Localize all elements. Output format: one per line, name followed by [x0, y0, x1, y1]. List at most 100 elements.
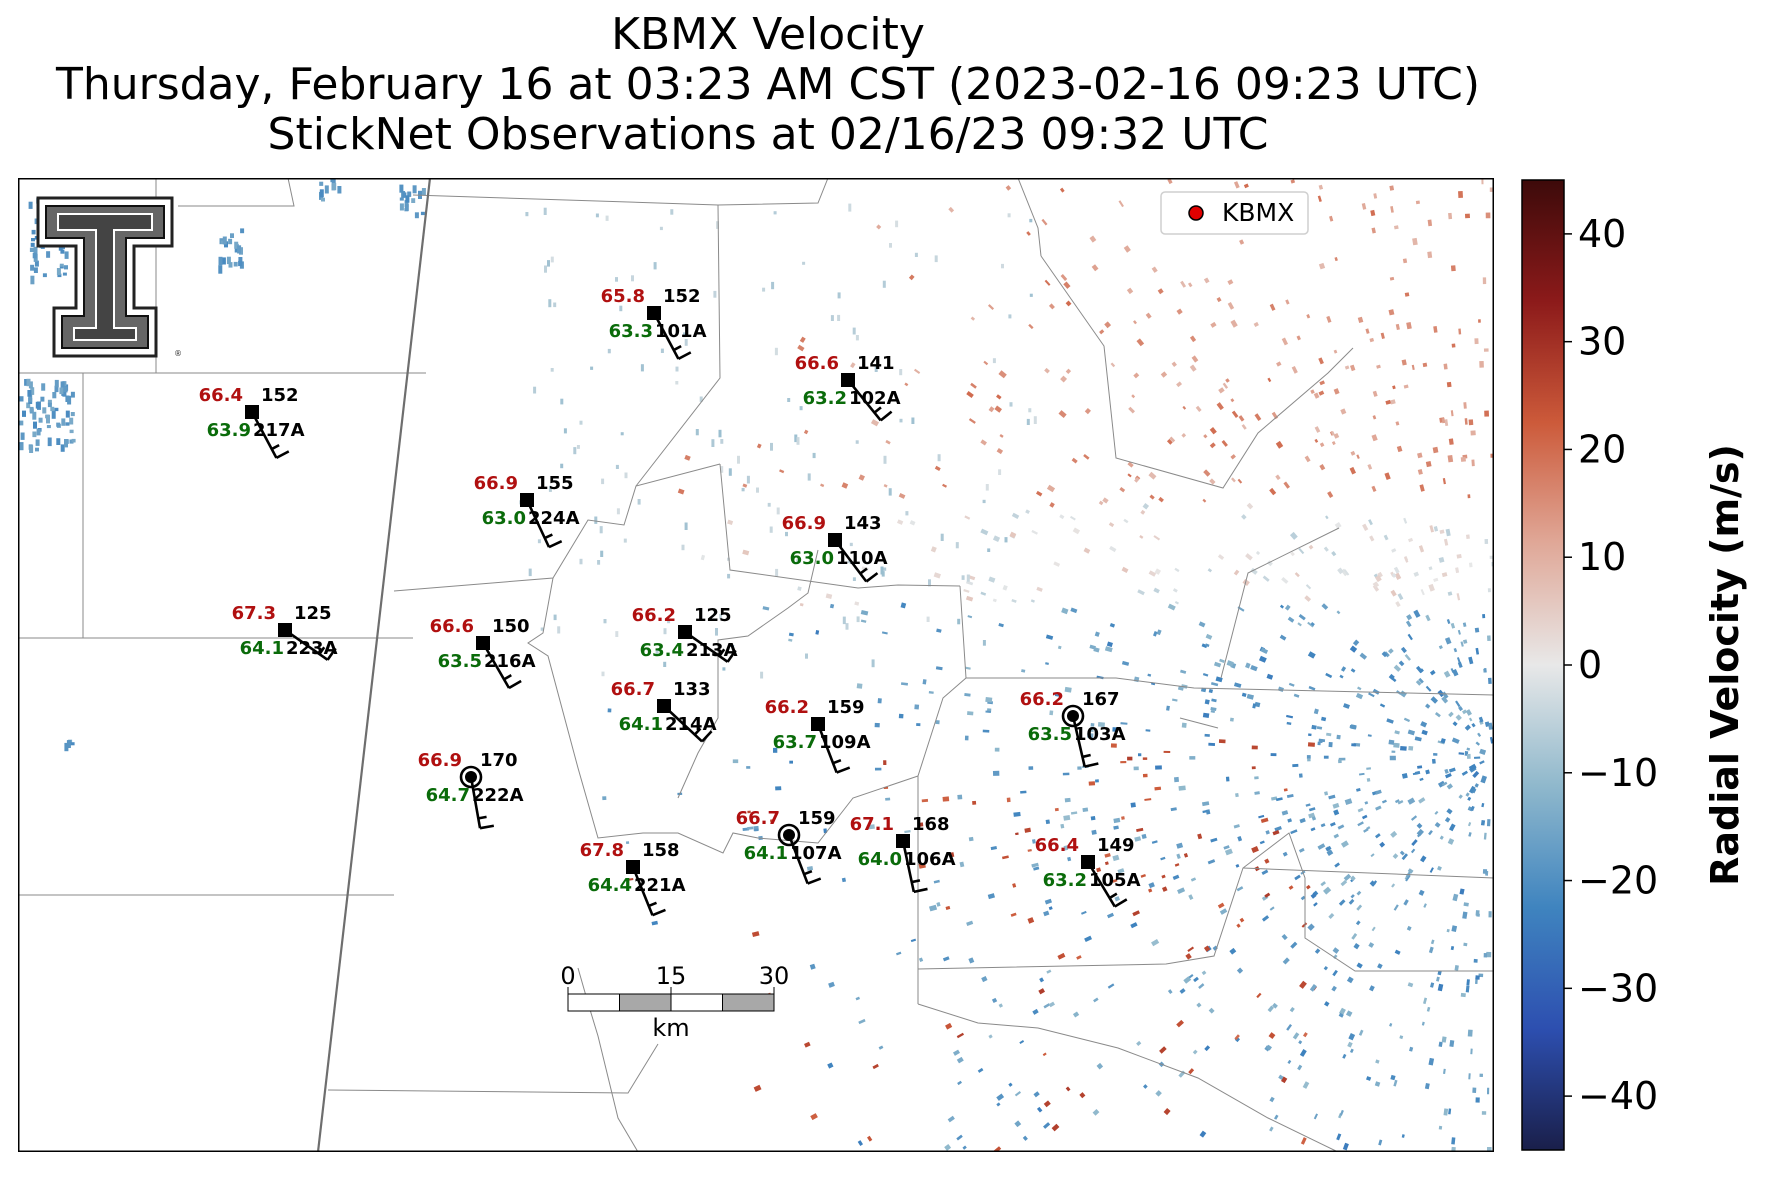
wind-barb-shaft	[631, 866, 654, 916]
station-223A[interactable]: 67.3 125 64.1 223A	[232, 603, 338, 661]
station-marker-icon	[678, 625, 692, 639]
station-217A[interactable]: 66.4 152 63.9 217A	[199, 385, 305, 460]
station-101A[interactable]: 65.8 152 63.3 101A	[601, 286, 707, 361]
station-216A[interactable]: 66.6 150 63.5 216A	[430, 616, 536, 690]
station-marker-icon	[1067, 710, 1079, 722]
county-line	[527, 577, 919, 854]
station-dewpoint: 64.0	[858, 849, 902, 870]
registered-mark: ®	[174, 349, 182, 358]
colorbar-tick-label: −10	[1578, 751, 1658, 795]
station-id: 222A	[472, 785, 524, 806]
station-id: 102A	[849, 388, 901, 409]
wind-barb-flag	[859, 567, 868, 575]
station-temperature: 67.1	[850, 814, 894, 835]
station-wind-direction: 143	[844, 513, 882, 534]
calm-circle-icon	[1061, 704, 1085, 728]
station-214A[interactable]: 66.7 133 64.1 214A	[611, 679, 717, 743]
station-temperature: 67.3	[232, 603, 276, 624]
county-line	[1040, 255, 1354, 489]
station-marker-icon	[626, 860, 640, 874]
station-213A[interactable]: 66.2 125 63.4 213A	[632, 605, 738, 663]
scale-segment	[722, 993, 775, 1012]
station-id: 214A	[665, 714, 717, 735]
station-dewpoint: 63.0	[790, 548, 834, 569]
county-line	[1242, 867, 1494, 879]
station-wind-direction: 150	[492, 616, 530, 637]
wind-barb-flag	[479, 824, 495, 830]
wind-barb-flag	[879, 410, 893, 422]
wind-barb-flag	[503, 674, 512, 681]
wind-barb-shaft	[284, 628, 329, 661]
station-marker-icon	[811, 717, 825, 731]
wind-barb-flag	[648, 901, 658, 908]
wind-barb-flag	[718, 648, 726, 657]
station-dewpoint: 64.1	[619, 714, 663, 735]
station-id: 223A	[286, 638, 338, 659]
station-id: 217A	[253, 420, 305, 441]
state-boundary	[316, 178, 432, 1152]
wind-barb-flag	[807, 877, 822, 885]
station-224A[interactable]: 66.9 155 63.0 224A	[474, 473, 580, 549]
station-temperature: 66.6	[430, 616, 474, 637]
station-dewpoint: 63.5	[1028, 724, 1072, 745]
station-102A[interactable]: 66.6 141 63.2 102A	[795, 353, 901, 422]
colorbar-tick-label: −30	[1578, 966, 1658, 1010]
wind-barb-flag	[1114, 898, 1128, 908]
station-110A[interactable]: 66.9 143 63.0 110A	[782, 513, 888, 583]
county-line	[635, 204, 721, 487]
wind-barb-shaft	[525, 499, 551, 548]
wind-barb-flag	[677, 351, 692, 361]
station-marker-icon	[465, 771, 477, 783]
station-dewpoint: 64.4	[588, 875, 632, 896]
station-marker-icon	[520, 493, 534, 507]
station-wind-direction: 133	[673, 679, 711, 700]
wind-barb-flag	[913, 887, 928, 894]
station-107A[interactable]: 66.7 159 64.1 107A	[736, 808, 842, 885]
wind-barb-flag	[508, 679, 522, 690]
wind-barb-flag	[832, 758, 842, 765]
station-105A[interactable]: 66.4 149 63.2 105A	[1035, 835, 1141, 908]
chart-title: KBMX Velocity Thursday, February 16 at 0…	[18, 10, 1518, 160]
wind-barb-flag	[478, 815, 487, 820]
station-109A[interactable]: 66.2 159 63.7 109A	[765, 697, 871, 774]
county-line	[719, 463, 961, 589]
station-106A[interactable]: 67.1 168 64.0 106A	[850, 814, 956, 894]
station-marker-icon	[1081, 855, 1095, 869]
station-dewpoint: 63.7	[773, 732, 817, 753]
county-line	[577, 967, 639, 1152]
wind-barb-shaft	[652, 312, 680, 360]
county-line	[1179, 717, 1219, 729]
wind-barb-flag	[865, 572, 879, 583]
station-temperature: 66.9	[782, 513, 826, 534]
wind-barb-shaft	[481, 642, 511, 689]
wind-barb-flag	[544, 533, 553, 540]
scale-label-30: 30	[759, 962, 790, 990]
station-id: 106A	[904, 849, 956, 870]
station-wind-direction: 158	[642, 840, 680, 861]
station-id: 101A	[655, 321, 707, 342]
station-dewpoint: 64.1	[744, 843, 788, 864]
wind-barb-flag	[651, 908, 666, 917]
legend-marker-icon	[1188, 205, 1204, 221]
colorbar-tick-label: 30	[1578, 320, 1626, 364]
station-222A[interactable]: 66.9 170 64.7 222A	[418, 750, 524, 830]
station-temperature: 66.4	[199, 385, 243, 406]
station-103A[interactable]: 66.2 167 63.5 103A	[1020, 689, 1126, 768]
station-temperature: 66.7	[611, 679, 655, 700]
wind-barb-flag	[693, 727, 702, 736]
station-marker-icon	[783, 829, 795, 841]
station-dewpoint: 63.3	[609, 321, 653, 342]
station-wind-direction: 159	[827, 697, 865, 718]
station-temperature: 66.2	[1020, 689, 1064, 710]
county-line	[917, 1003, 1339, 1152]
scale-bar: 0 15 30 km	[560, 962, 789, 1042]
station-temperature: 66.2	[632, 605, 676, 626]
station-wind-direction: 168	[912, 814, 950, 835]
station-marker-icon	[476, 636, 490, 650]
station-221A[interactable]: 67.8 158 64.4 221A	[580, 840, 686, 917]
wind-barb-flag	[1082, 753, 1091, 759]
colorbar-label: Radial Velocity (m/s)	[1703, 444, 1747, 886]
station-wind-direction: 152	[663, 286, 701, 307]
station-marker-icon	[245, 405, 259, 419]
